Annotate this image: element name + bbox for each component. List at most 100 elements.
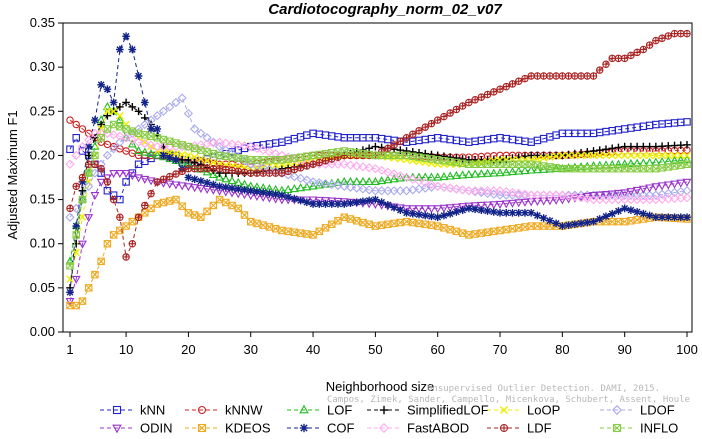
data-point-ldf	[396, 137, 405, 146]
data-point-simplifiedlof	[72, 239, 81, 248]
series-line-loop	[69, 110, 687, 280]
data-point-cof	[321, 200, 330, 208]
data-point-cof	[527, 208, 536, 217]
data-point-cof	[203, 178, 211, 187]
data-point-kdeos	[240, 211, 249, 219]
data-point-cof	[533, 211, 542, 220]
legend-item-lof: LOF	[287, 403, 352, 418]
data-point-ldf	[97, 164, 105, 173]
data-point-fastabod	[476, 186, 486, 196]
legend-label: kNN	[140, 403, 165, 418]
data-point-knn	[103, 186, 112, 195]
data-point-odin	[514, 199, 524, 208]
data-point-simplifiedlof	[683, 140, 691, 149]
data-point-odin	[96, 178, 106, 187]
data-point-cof	[91, 116, 99, 124]
data-point-odin	[451, 203, 461, 212]
legend-label: SimplifiedLOF	[407, 403, 489, 418]
data-point-loop	[533, 155, 542, 163]
x-tick-label: 30	[244, 342, 258, 357]
data-point-knn	[122, 178, 130, 186]
data-point-loop	[190, 153, 199, 161]
data-point-ldf	[384, 144, 392, 153]
data-point-cof	[296, 196, 305, 205]
data-point-cof	[134, 72, 143, 80]
data-point-lof	[464, 169, 474, 178]
legend-label: LDOF	[640, 403, 675, 418]
data-point-odin	[676, 179, 686, 188]
data-point-cof	[433, 213, 442, 222]
data-point-ldf	[639, 45, 648, 54]
data-point-kdeos	[321, 224, 330, 232]
data-point-loop	[66, 275, 74, 283]
data-point-lof	[215, 172, 225, 181]
data-point-odin	[626, 188, 636, 197]
data-point-odin	[638, 185, 648, 194]
data-point-inflo	[165, 137, 174, 146]
legend-item-inflo: INFLO	[600, 421, 678, 436]
data-point-odin	[545, 197, 555, 206]
data-point-ldf	[533, 72, 542, 80]
data-point-lof	[670, 155, 679, 165]
data-point-simplifiedlof	[78, 186, 87, 195]
data-point-loop	[583, 151, 591, 160]
legend-marker	[499, 423, 509, 433]
legend-item-simplifiedlof: SimplifiedLOF	[367, 403, 489, 418]
data-point-cof	[577, 219, 585, 228]
data-point-ldf	[664, 32, 673, 40]
data-point-inflo	[197, 146, 205, 154]
data-point-simplifiedlof	[128, 103, 137, 111]
data-point-kdeos	[197, 213, 205, 221]
data-point-fastabod	[239, 141, 250, 151]
data-point-ldf	[527, 72, 535, 80]
data-point-ldf	[165, 172, 174, 181]
data-point-ldf	[433, 116, 442, 124]
legend-marker	[197, 405, 207, 415]
y-tick-label: 0.00	[30, 324, 55, 339]
data-point-ldf	[583, 72, 592, 80]
data-point-odin	[402, 205, 411, 214]
data-point-ldf	[620, 54, 629, 63]
data-point-fastabod	[464, 186, 474, 196]
data-point-cof	[564, 221, 573, 230]
data-point-fastabod	[383, 167, 393, 177]
data-point-lof	[134, 146, 144, 155]
data-point-lof	[152, 150, 162, 159]
data-point-ldf	[240, 168, 249, 176]
data-point-loop	[172, 149, 180, 158]
data-point-ldof	[370, 186, 381, 196]
data-point-inflo	[122, 125, 130, 133]
data-point-inflo	[215, 151, 224, 160]
data-point-loop	[670, 151, 679, 160]
data-point-ldf	[134, 213, 143, 221]
data-point-kdeos	[128, 217, 137, 226]
data-point-odin	[84, 214, 94, 223]
plot-area	[65, 29, 692, 310]
data-point-ldf	[284, 167, 292, 176]
data-point-cof	[452, 208, 461, 216]
data-point-ldf	[502, 82, 511, 91]
data-point-ldof	[202, 133, 212, 143]
legend-label: KDEOS	[225, 421, 271, 435]
data-point-lof	[483, 168, 493, 177]
data-point-ldf	[477, 93, 486, 101]
data-point-cof	[408, 209, 417, 218]
data-point-fastabod	[109, 130, 119, 140]
x-tick-label: 80	[555, 342, 569, 357]
data-point-cof	[620, 204, 629, 213]
data-point-lof	[296, 183, 306, 192]
data-point-ldof	[102, 150, 113, 161]
y-tick-label: 0.20	[30, 147, 55, 162]
data-point-lof	[127, 139, 137, 148]
data-point-fastabod	[601, 194, 611, 205]
data-point-fastabod	[489, 186, 499, 196]
data-point-fastabod	[451, 184, 462, 194]
data-point-ldf	[670, 29, 679, 38]
legend-label: COF	[327, 421, 355, 435]
data-point-fastabod	[470, 186, 480, 196]
data-point-fastabod	[271, 149, 281, 159]
data-point-ldof	[314, 178, 324, 188]
data-point-odin	[632, 186, 642, 196]
data-point-ldf	[440, 112, 448, 121]
data-point-loop	[683, 151, 691, 160]
